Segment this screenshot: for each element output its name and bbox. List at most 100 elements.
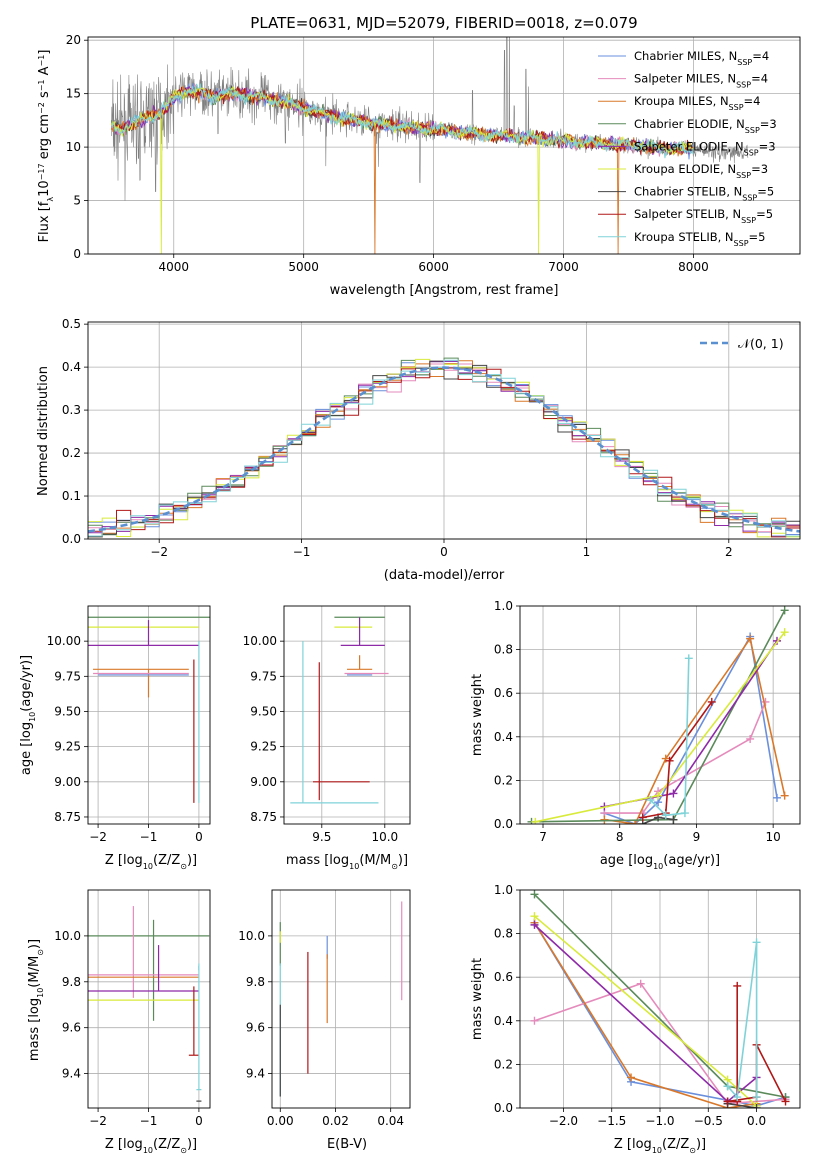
mass-weight-vs-z-marker-kroupa_stelib <box>752 938 761 947</box>
mass-weight-vs-z-xtick-label: −1.5 <box>597 1114 626 1128</box>
residuals-ytick-label: 0.1 <box>62 489 81 503</box>
age-vs-z-axes: −2 −1 0 8.75 9.00 9.25 9.50 9.75 10.00 <box>47 606 210 844</box>
mass-weight-vs-age-ytick-label: 0.6 <box>494 686 513 700</box>
mass-weight-vs-z-ytick-label: 0.8 <box>494 927 513 941</box>
legend-label-chabrier_elodie: Chabrier ELODIE, NSSP=3 <box>634 117 777 135</box>
age-vs-z-ytick-label: 9.50 <box>54 704 81 718</box>
mass-vs-z-ytick-label: 9.4 <box>62 1067 81 1081</box>
mass-weight-vs-z-ylabel: mass weight <box>470 958 485 1040</box>
mass-weight-vs-z-marker-salpeter_miles <box>636 979 645 988</box>
residuals-plot-area <box>88 357 800 538</box>
mass-weight-vs-z-marker-kroupa_elodie <box>530 912 539 921</box>
residuals-ytick-label: 0.2 <box>62 446 81 460</box>
mass-weight-vs-age-marker-kroupa_elodie <box>531 817 540 824</box>
legend-label-salpeter_elodie: Salpeter ELODIE, NSSP=3 <box>634 139 776 157</box>
mass-vs-z-xtick-label: 0 <box>195 1114 203 1128</box>
mass-weight-vs-age-ytick-label: 0.2 <box>494 773 513 787</box>
spectrum-model-line-kroupa_miles <box>110 85 694 254</box>
residuals-xtick-label: 0 <box>440 545 448 559</box>
mass-weight-vs-z-series-chabrier_miles <box>533 922 786 1107</box>
mass-weight-vs-age-marker-chabrier_stelib <box>669 815 678 824</box>
legend-label-kroupa_miles: Kroupa MILES, NSSP=4 <box>634 94 760 112</box>
mass-vs-ebv-ytick-label: 9.6 <box>246 1021 265 1035</box>
mass-weight-vs-z-xtick-label: −2.0 <box>549 1114 578 1128</box>
mass-weight-vs-age-marker-salpeter_miles <box>746 734 755 743</box>
mass-weight-vs-age-marker-kroupa_elodie <box>654 791 663 800</box>
spectrum-xtick-label: 5000 <box>288 260 319 274</box>
mass-vs-z-ylabel: mass [log10(M/M⊙)] <box>27 939 45 1061</box>
age-vs-z-xtick-label: −1 <box>140 830 158 844</box>
age-vs-mass-frame <box>283 605 411 825</box>
residuals-ylabel: Normed distribution <box>36 366 51 496</box>
mass-vs-ebv-frame <box>271 889 411 1109</box>
mass-vs-z-ytick-label: 9.6 <box>62 1021 81 1035</box>
legend-label-kroupa_elodie: Kroupa ELODIE, NSSP=3 <box>634 162 768 180</box>
mass-weight-vs-z-ytick-label: 0.2 <box>494 1057 513 1071</box>
mass-weight-vs-z-marker-salpeter_stelib <box>733 981 742 990</box>
age-vs-z-xtick-label: 0 <box>195 830 203 844</box>
spectrum-ytick-label: 15 <box>66 87 81 101</box>
residuals-xtick-label: 1 <box>583 545 591 559</box>
mass-vs-z-xtick-label: −1 <box>140 1114 158 1128</box>
mass-weight-vs-z-marker-salpeter_stelib <box>781 1097 790 1106</box>
spectrum-frame <box>87 36 801 255</box>
mass-weight-vs-age-ylabel: mass weight <box>470 674 485 756</box>
mass-weight-vs-z-xlabel: Z [log10(Z/Z⊙)] <box>614 1137 706 1155</box>
spectrum-model-line-kroupa_stelib <box>110 83 694 159</box>
mass-weight-vs-age-marker-kroupa_stelib <box>646 796 655 805</box>
age-vs-z-frame <box>87 605 211 825</box>
legend-label-kroupa_stelib: Kroupa STELIB, NSSP=5 <box>634 230 765 248</box>
spectrum-model-line-kroupa_elodie <box>110 86 694 254</box>
mass-weight-vs-age-series-kroupa_stelib <box>649 658 690 817</box>
spectrum-title: PLATE=0631, MJD=52079, FIBERID=0018, z=0… <box>250 14 637 32</box>
mass-weight-vs-age-marker-kroupa_miles <box>780 791 789 800</box>
residuals-xlabel: (data-model)/error <box>384 568 505 583</box>
spectrum-ylabel: Flux [fλ10−17 erg cm−2 s−1 A−1] <box>37 50 55 243</box>
mass-weight-vs-age-xtick-label: 9 <box>693 830 701 844</box>
spectrum-plot-area <box>110 37 749 254</box>
age-vs-mass-ytick-label: 10.00 <box>243 634 277 648</box>
age-vs-mass-xtick-label: 9.5 <box>312 830 331 844</box>
mass-weight-vs-age-marker-salpeter_stelib <box>665 756 674 765</box>
mass-weight-vs-z-series-kroupa_elodie <box>533 915 758 1107</box>
mass-weight-vs-z-marker-chabrier_stelib <box>752 1104 761 1108</box>
residuals-ytick-label: 0.5 <box>62 317 81 331</box>
age-vs-mass-ytick-label: 9.75 <box>250 669 277 683</box>
mass-weight-vs-age-marker-kroupa_stelib <box>684 654 693 663</box>
mass-weight-vs-age-ytick-label: 0.0 <box>494 817 513 831</box>
mass-weight-vs-z-marker-salpeter_miles <box>530 1016 539 1025</box>
mass-weight-vs-z-ytick-label: 0.6 <box>494 970 513 984</box>
age-vs-mass-ytick-label: 9.00 <box>250 775 277 789</box>
mass-vs-ebv-ytick-label: 9.8 <box>246 975 265 989</box>
mass-weight-vs-z-series-salpeter_stelib <box>727 985 787 1103</box>
residuals-ytick-label: 0.3 <box>62 403 81 417</box>
mass-weight-vs-z-ytick-label: 0.0 <box>494 1101 513 1115</box>
mass-weight-vs-age-marker-kroupa_miles <box>631 820 640 824</box>
mass-weight-vs-age-xtick-label: 10 <box>766 830 781 844</box>
mass-weight-vs-z-marker-chabrier_elodie <box>530 890 539 899</box>
mass-weight-vs-age-marker-salpeter_miles <box>761 697 770 706</box>
mass-vs-ebv-ytick-label: 9.4 <box>246 1067 265 1081</box>
mass-vs-z-ytick-label: 10.0 <box>54 929 81 943</box>
mass-weight-vs-z-ytick-label: 0.4 <box>494 1014 513 1028</box>
spectrum-ytick-label: 10 <box>66 140 81 154</box>
mass-weight-vs-age-ytick-label: 0.8 <box>494 643 513 657</box>
mass-weight-vs-age-marker-kroupa_miles <box>600 815 609 824</box>
mass-vs-z-plot-area <box>88 906 209 1102</box>
mass-weight-vs-z-series-kroupa_miles <box>533 922 757 1108</box>
spectrum-xtick-label: 6000 <box>418 260 449 274</box>
mass-weight-vs-age-xtick-label: 8 <box>616 830 624 844</box>
mass-vs-ebv-ytick-label: 10.0 <box>238 929 265 943</box>
mass-weight-vs-z-series-kroupa_stelib <box>726 942 758 1099</box>
age-vs-mass-xlabel: mass [log10(M/M⊙)] <box>286 853 408 871</box>
mass-weight-vs-age-marker-chabrier_miles <box>772 793 781 802</box>
age-vs-mass-xtick-label: 10.0 <box>371 830 398 844</box>
mass-weight-vs-age-marker-salpeter_elodie <box>669 789 678 798</box>
age-vs-z-xtick-label: −2 <box>89 830 107 844</box>
mass-vs-ebv-xtick-label: 0.00 <box>267 1114 294 1128</box>
mass-vs-ebv-axes: 0.00 0.02 0.04 9.4 9.6 9.8 10.0 <box>238 890 410 1128</box>
age-vs-z-ytick-label: 9.25 <box>54 740 81 754</box>
mass-weight-vs-age-ytick-label: 0.4 <box>494 730 513 744</box>
age-vs-mass-ytick-label: 8.75 <box>250 810 277 824</box>
